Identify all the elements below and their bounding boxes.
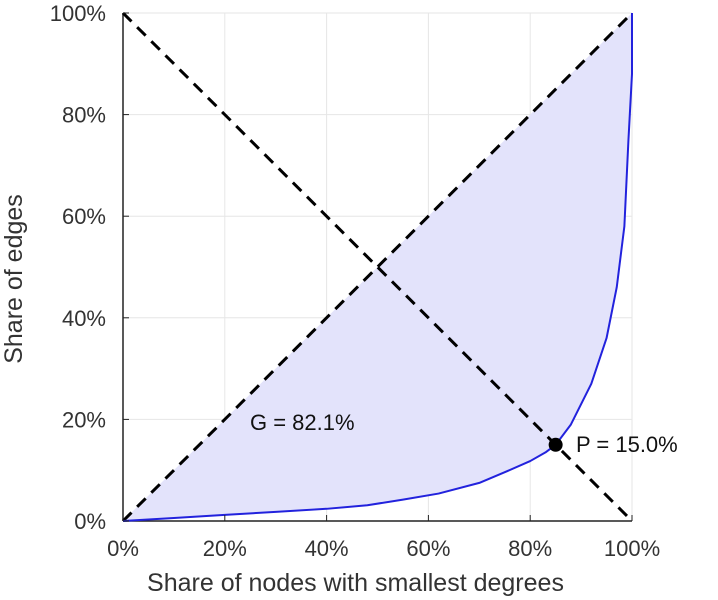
inequality-area (123, 13, 632, 521)
y-tick-label: 100% (50, 1, 106, 26)
y-tick-label: 0% (74, 509, 106, 534)
x-tick-label: 100% (604, 536, 660, 561)
y-tick-label: 60% (62, 204, 106, 229)
x-tick-label: 80% (508, 536, 552, 561)
x-tick-label: 20% (203, 536, 247, 561)
x-tick-labels: 0% 20% 40% 60% 80% 100% (107, 515, 660, 561)
intersection-point (548, 437, 563, 452)
y-tick-label: 40% (62, 306, 106, 331)
y-tick-label: 80% (62, 103, 106, 128)
y-tick-labels: 0% 20% 40% 60% 80% 100% (50, 1, 129, 534)
x-tick-label: 60% (406, 536, 450, 561)
x-axis-title: Share of nodes with smallest degrees (147, 569, 564, 597)
point-annotation: P = 15.0% (576, 432, 678, 457)
y-tick-label: 20% (62, 407, 106, 432)
gini-annotation: G = 82.1% (250, 410, 355, 435)
lorenz-curve (122, 13, 633, 522)
x-tick-label: 0% (107, 536, 139, 561)
x-tick-label: 40% (305, 536, 349, 561)
y-axis-title: Share of edges (0, 194, 28, 364)
